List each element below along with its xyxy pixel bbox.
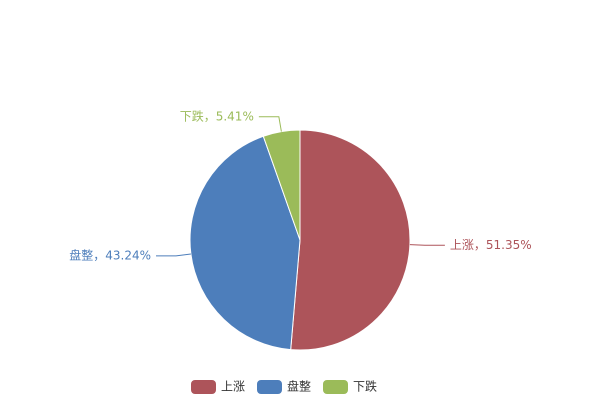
- leader-line: [156, 253, 191, 257]
- legend-swatch: [257, 380, 282, 394]
- leader-line: [258, 116, 282, 132]
- data-label: 盘整，43.24%: [69, 247, 151, 262]
- pie-slice: [262, 129, 301, 241]
- pie-slice: [290, 129, 411, 351]
- data-label: 下跌，5.41%: [180, 108, 254, 123]
- data-label: 上涨，51.35%: [450, 237, 532, 252]
- legend-swatch: [323, 380, 348, 394]
- pie-slice: [189, 135, 301, 351]
- legend-label: 下跌: [353, 379, 377, 394]
- legend-swatch: [191, 380, 216, 394]
- legend-label: 盘整: [287, 379, 311, 394]
- legend-label: 上涨: [221, 379, 245, 394]
- leader-line: [409, 244, 445, 246]
